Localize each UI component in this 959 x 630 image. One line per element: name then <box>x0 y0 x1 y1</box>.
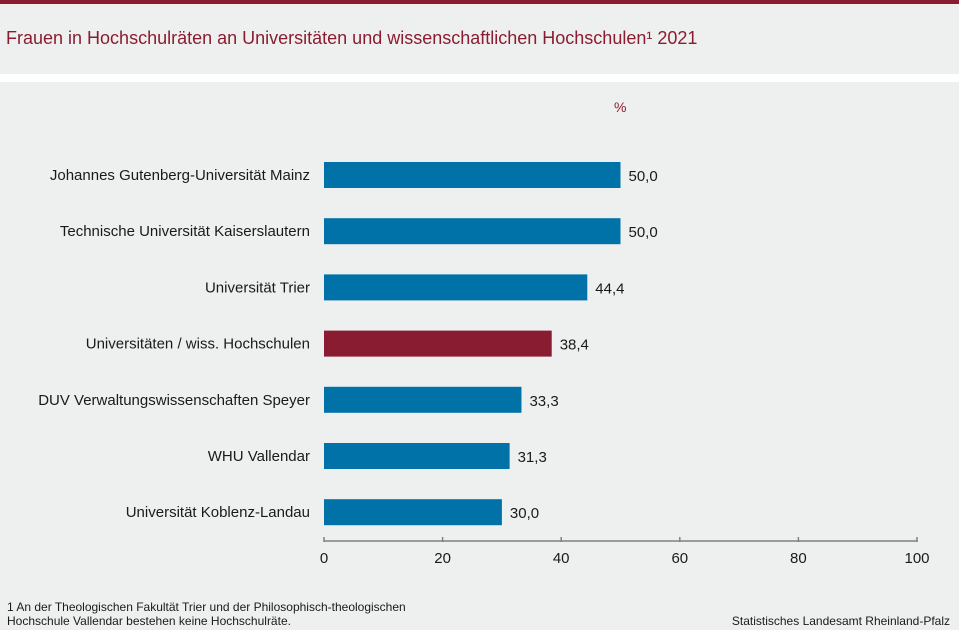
x-tick-label: 40 <box>553 550 570 567</box>
category-label: Universität Koblenz-Landau <box>126 504 310 521</box>
x-tick-label: 0 <box>320 550 328 567</box>
category-label: WHU Vallendar <box>208 448 310 465</box>
unit-label: % <box>614 99 627 115</box>
value-label: 50,0 <box>629 168 658 185</box>
value-label: 38,4 <box>560 337 589 354</box>
value-label: 30,0 <box>510 505 539 522</box>
x-tick-label: 20 <box>434 550 451 567</box>
bar <box>324 386 522 413</box>
bar <box>324 499 502 526</box>
footnote-line-1: 1 An der Theologischen Fakultät Trier un… <box>7 600 406 614</box>
value-label: 50,0 <box>629 224 658 241</box>
footnote: 1 An der Theologischen Fakultät Trier un… <box>7 600 487 628</box>
bar <box>324 443 510 469</box>
category-label: DUV Verwaltungswissenschaften Speyer <box>38 392 310 409</box>
bar <box>324 218 621 245</box>
value-label: 33,3 <box>529 393 558 410</box>
header: Frauen in Hochschulräten an Universitäte… <box>0 4 959 74</box>
bar <box>324 330 552 357</box>
x-tick-label: 80 <box>790 550 807 567</box>
category-label: Johannes Gutenberg-Universität Mainz <box>50 167 310 184</box>
bar <box>324 162 621 188</box>
footnote-line-2: Hochschule Vallendar bestehen keine Hoch… <box>7 614 291 628</box>
x-tick-label: 100 <box>904 550 929 567</box>
category-label: Technische Universität Kaiserslautern <box>60 223 310 240</box>
x-tick-label: 60 <box>671 550 688 567</box>
bar <box>324 274 588 301</box>
category-label: Universität Trier <box>205 279 310 296</box>
category-label: Universitäten / wiss. Hochschulen <box>86 336 310 353</box>
source-label: Statistisches Landesamt Rheinland-Pfalz <box>731 614 950 628</box>
value-label: 44,4 <box>595 280 624 297</box>
chart-title: Frauen in Hochschulräten an Universitäte… <box>6 28 698 48</box>
top-accent-bar <box>0 0 959 4</box>
value-label: 31,3 <box>518 449 547 466</box>
